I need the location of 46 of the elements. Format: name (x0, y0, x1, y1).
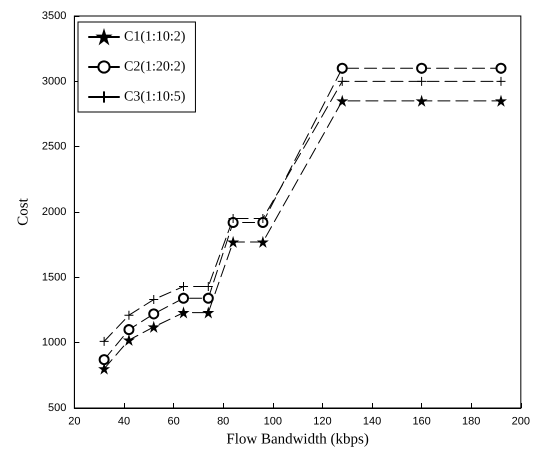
point (178, 308, 189, 318)
x-tick-label: 140 (362, 416, 382, 428)
y-axis-title: Cost (16, 197, 32, 226)
y-tick-label: 3500 (42, 10, 66, 22)
point (228, 237, 238, 248)
point (123, 324, 134, 336)
point (495, 62, 506, 74)
x-tick-label: 100 (264, 416, 282, 428)
point (337, 96, 348, 106)
point (416, 62, 428, 74)
point (99, 336, 110, 346)
point (496, 96, 506, 106)
point (148, 308, 160, 320)
point (496, 76, 506, 86)
x-tick-label: 80 (217, 416, 230, 428)
x-tick-label: 60 (167, 416, 180, 428)
y-tick-label: 2500 (42, 140, 66, 153)
point (337, 76, 348, 86)
point (416, 96, 427, 106)
x-tick-label: 160 (412, 416, 431, 428)
point (124, 310, 134, 320)
point (148, 322, 159, 332)
x-tick-label: 120 (313, 416, 332, 428)
point (336, 62, 348, 74)
point (99, 364, 110, 374)
point (98, 354, 110, 366)
y-tick-label: 1500 (42, 271, 66, 284)
x-tick-label: 20 (68, 416, 80, 428)
point (203, 308, 214, 318)
y-tick-label: 3000 (42, 75, 66, 88)
y-tick-label: 1000 (42, 336, 66, 349)
x-tick-label: 180 (462, 416, 480, 428)
point (124, 335, 134, 346)
legend-label: C3(1:10:5) (124, 90, 186, 104)
legend-label: C1(1:10:2) (124, 30, 186, 44)
point (202, 292, 214, 304)
x-axis-title: Flow Bandwidth (kbps) (226, 432, 369, 448)
point (148, 294, 159, 305)
legend-label: C2(1:20:2) (124, 60, 186, 74)
y-tick-label: 500 (48, 402, 66, 414)
point (416, 76, 427, 86)
y-tick-label: 2000 (42, 206, 66, 218)
point (258, 237, 268, 248)
x-tick-label: 40 (118, 416, 130, 428)
point (178, 292, 190, 304)
x-tick-label: 200 (512, 416, 530, 428)
